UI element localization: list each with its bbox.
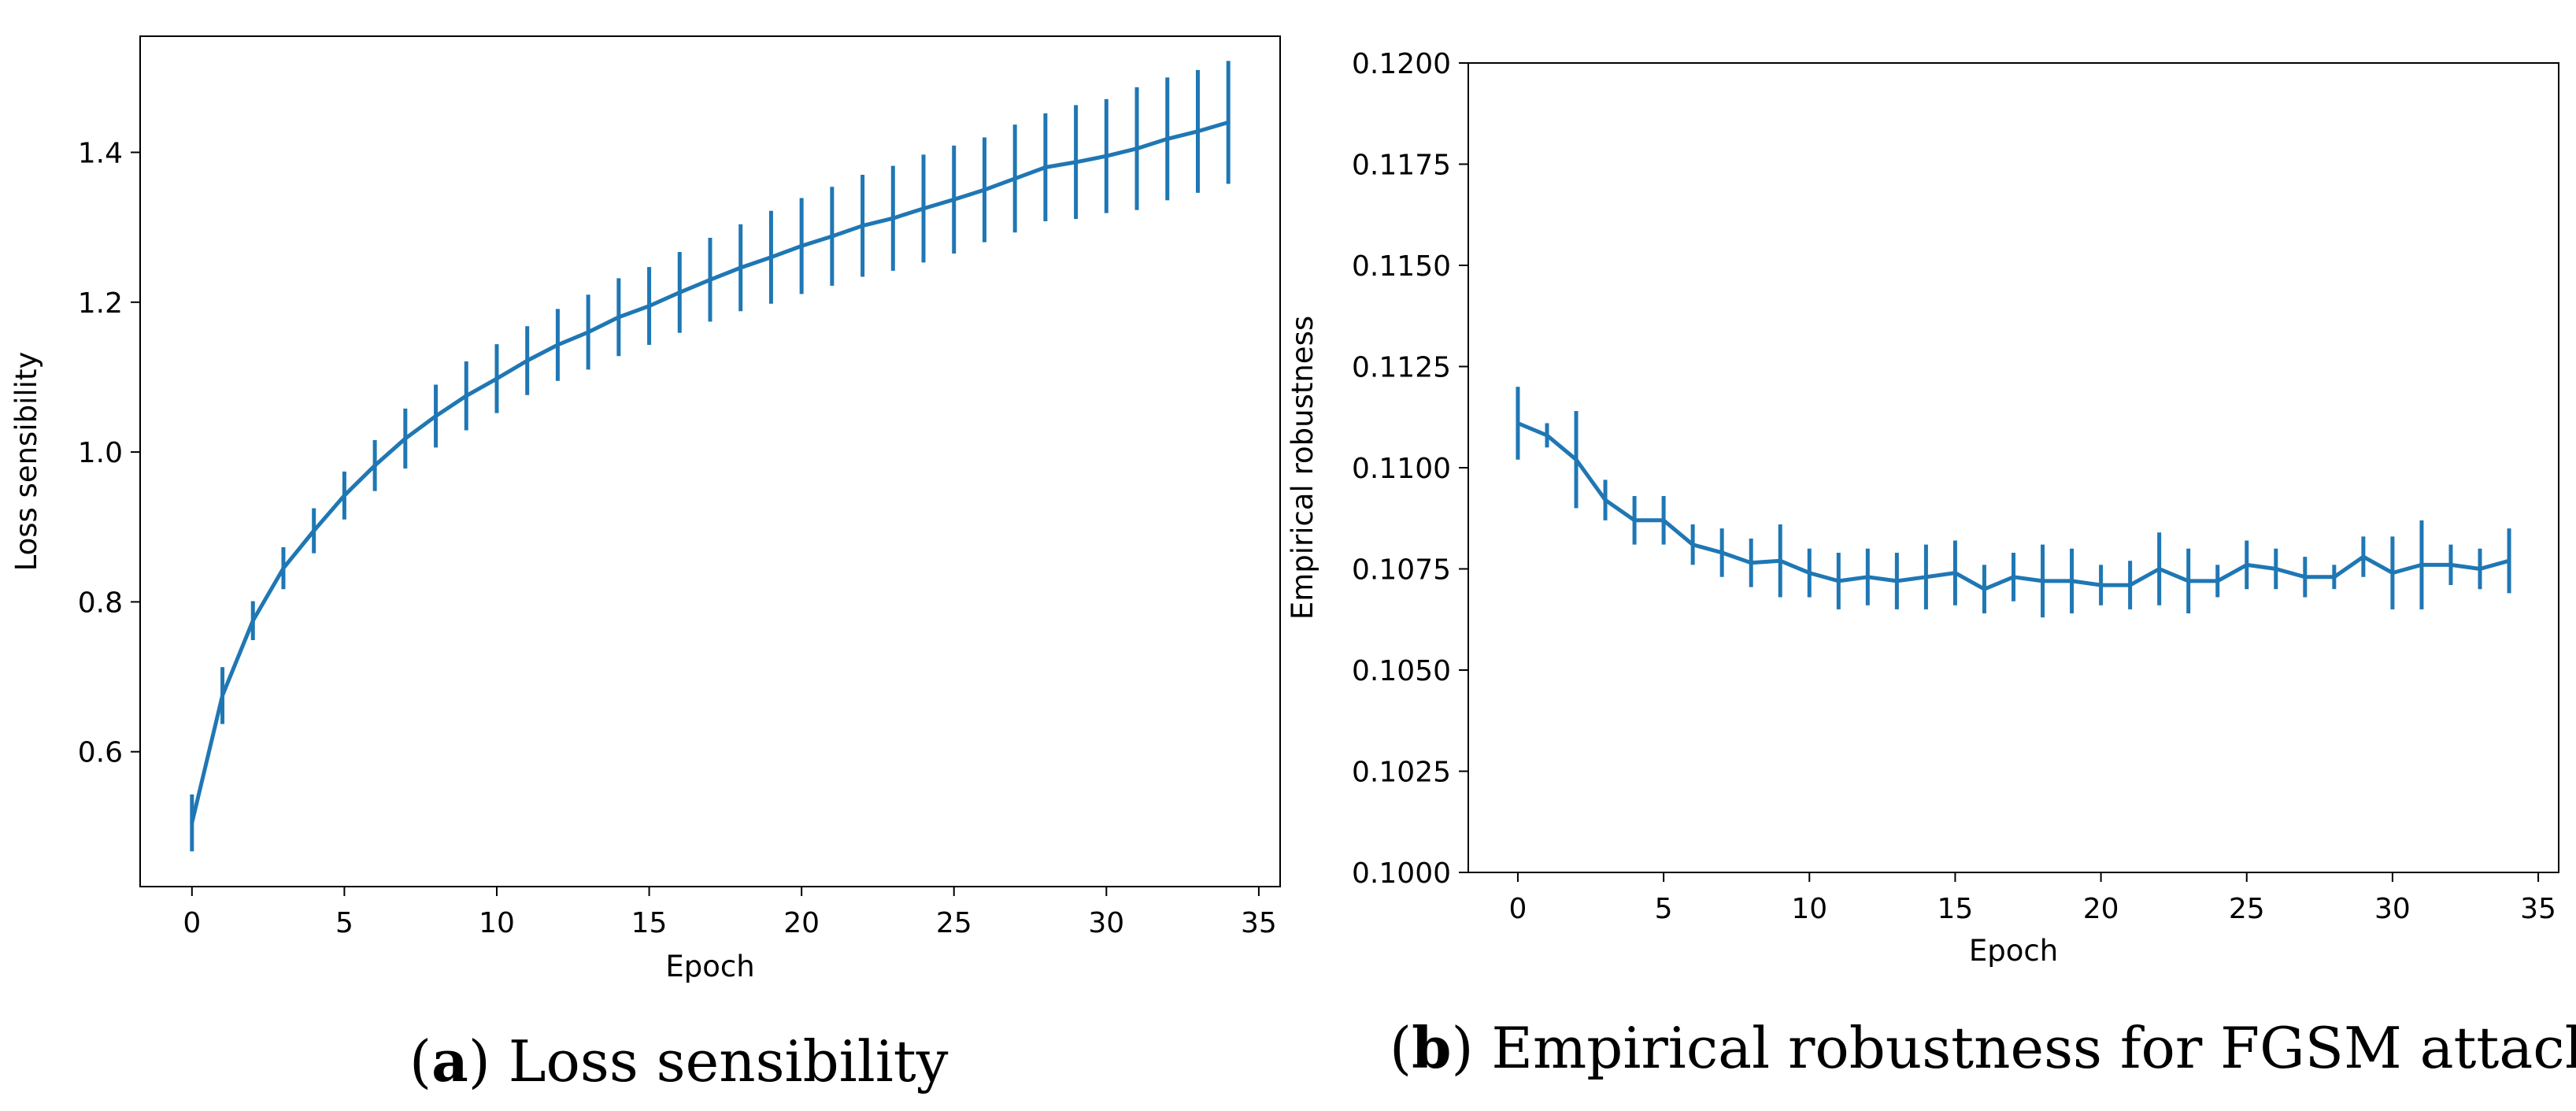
y-tick-label: 0.1150 bbox=[1352, 250, 1451, 283]
y-axis-label: Empirical robustness bbox=[1286, 316, 1319, 620]
caption-a: (a) Loss sensibility bbox=[409, 1028, 949, 1094]
series-line bbox=[190, 120, 1231, 825]
x-tick-label: 30 bbox=[1088, 907, 1124, 939]
caption-a-text: Loss sensibility bbox=[508, 1028, 949, 1094]
x-tick-label: 0 bbox=[183, 907, 201, 939]
x-tick-label: 20 bbox=[2083, 893, 2119, 925]
caption-b-text: Empirical robustness for FGSM attack bbox=[1491, 1015, 2576, 1081]
y-axis-label: Loss sensibility bbox=[9, 352, 43, 572]
y-tick-label: 0.1200 bbox=[1352, 48, 1451, 80]
y-tick-label: 1.0 bbox=[78, 437, 123, 469]
y-tick-label: 0.8 bbox=[78, 587, 123, 619]
plot-frame bbox=[139, 35, 1281, 887]
y-tick-label: 0.1100 bbox=[1352, 453, 1451, 485]
x-tick-label: 15 bbox=[631, 907, 668, 939]
y-tick-label: 0.1075 bbox=[1352, 554, 1451, 587]
x-tick-label: 5 bbox=[1655, 893, 1673, 925]
y-tick-label: 0.1050 bbox=[1352, 655, 1451, 687]
x-tick-label: 5 bbox=[335, 907, 353, 939]
y-tick-label: 1.4 bbox=[78, 137, 123, 169]
x-tick-label: 25 bbox=[2229, 893, 2265, 925]
caption-a-label: a bbox=[431, 1028, 468, 1094]
y-tick-label: 0.1175 bbox=[1352, 150, 1451, 182]
chart-loss-sensibility: 0 5 10 15 20 25 30 35 0.6 0.8 1.0 1.2 1.4 Epoch Loss s… bbox=[9, 35, 1281, 983]
x-tick-label: 0 bbox=[1509, 893, 1527, 925]
x-axis-label: Epoch bbox=[1969, 934, 2058, 968]
x-tick-label: 20 bbox=[783, 907, 820, 939]
plot-frame bbox=[1468, 62, 2559, 873]
x-tick-label: 10 bbox=[479, 907, 515, 939]
x-tick-label: 15 bbox=[1938, 893, 1974, 925]
chart-empirical-robustness: 0 5 10 15 20 25 30 35 0.1000 0.1025 0.1050 0.1075 0.… bbox=[1286, 48, 2559, 968]
y-tick-label: 1.2 bbox=[78, 287, 123, 320]
y-tick-label: 0.1000 bbox=[1352, 857, 1451, 890]
caption-b-label: b bbox=[1412, 1014, 1452, 1081]
caption-b: (b) Empirical robustness for FGSM attack bbox=[1390, 1014, 2576, 1081]
x-tick-label: 35 bbox=[1241, 907, 1277, 939]
x-tick-label: 30 bbox=[2374, 893, 2411, 925]
x-tick-label: 10 bbox=[1791, 893, 1827, 925]
y-tick-label: 0.6 bbox=[78, 737, 123, 769]
x-tick-label: 35 bbox=[2520, 893, 2556, 925]
y-tick-label: 0.1125 bbox=[1352, 352, 1451, 384]
x-axis-label: Epoch bbox=[665, 950, 754, 983]
y-tick-label: 0.1025 bbox=[1352, 757, 1451, 789]
x-tick-label: 25 bbox=[936, 907, 972, 939]
